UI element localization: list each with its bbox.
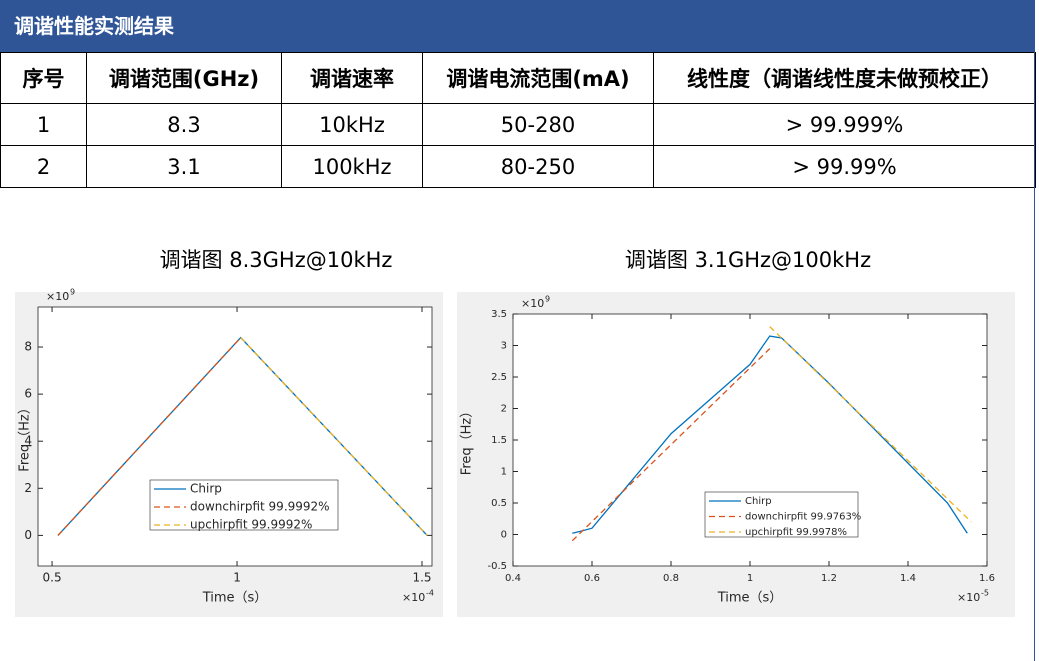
- series-line: [57, 337, 242, 536]
- y-tick-label: -0.5: [487, 561, 507, 572]
- x-tick-label: 1.5: [412, 571, 431, 585]
- td: > 99.99%: [653, 145, 1036, 188]
- exponent-power: 9: [70, 288, 75, 297]
- legend-label: upchirpfit 99.9978%: [745, 527, 847, 538]
- y-tick-label: 8: [24, 340, 32, 354]
- exponent-power: -5: [981, 589, 989, 598]
- legend-label: Chirp: [745, 496, 772, 507]
- y-tick-label: 6: [24, 387, 32, 401]
- chart-title: 调谐图 8.3GHz@10kHz: [160, 248, 393, 272]
- y-axis-label: Freq（Hz）: [460, 405, 475, 475]
- legend-label: downchirpfit 99.9763%: [745, 512, 861, 523]
- series-line: [571, 348, 771, 542]
- y-tick-label: 2: [501, 404, 507, 415]
- x-tick-label: 1: [747, 573, 753, 584]
- x-axis-label: Time（s）: [717, 591, 783, 606]
- y-tick-label: 0.5: [491, 498, 507, 509]
- th: 序号: [0, 52, 87, 104]
- table: 序号 调谐范围(GHz) 调谐速率 调谐电流范围(mA) 线性度（调谐线性度未做预校正）…: [0, 52, 1036, 188]
- y-axis-label: Freq（Hz）: [18, 401, 33, 471]
- td: > 99.999%: [653, 103, 1036, 146]
- x-tick-label: 1.2: [821, 573, 837, 584]
- x-tick-label: 1: [233, 571, 241, 585]
- y-tick-label: 1.5: [491, 435, 507, 446]
- x-tick-label: 1.6: [979, 573, 995, 584]
- series-line: [572, 335, 968, 534]
- x-tick-label: 0.6: [584, 573, 600, 584]
- y-tick-label: 2: [24, 481, 32, 495]
- y-tick-label: 4: [24, 434, 32, 448]
- x-tick-label: 0.5: [43, 571, 62, 585]
- y-tick-label: 2.5: [491, 372, 507, 383]
- y-tick-label: 0: [24, 528, 32, 542]
- x-tick-label: 1.4: [900, 573, 916, 584]
- chart-title: 调谐图 3.1GHz@100kHz: [625, 248, 871, 272]
- series-line: [769, 326, 972, 523]
- exponent-base: ×10: [521, 297, 544, 310]
- exponent-base: ×10: [46, 290, 69, 303]
- td: 100kHz: [281, 145, 423, 188]
- legend-box: [149, 479, 339, 531]
- legend-label: downchirpfit 99.9992%: [190, 500, 330, 514]
- exponent-base: ×10: [957, 591, 980, 604]
- exponent-power: -4: [426, 589, 434, 598]
- x-tick-label: 0.4: [505, 573, 521, 584]
- page-border: [1034, 0, 1035, 661]
- y-tick-label: 3: [501, 341, 507, 352]
- header-title: 调谐性能实测结果: [0, 0, 1034, 52]
- th: 线性度（调谐线性度未做预校正）: [653, 52, 1036, 104]
- td: 1: [0, 103, 87, 146]
- y-tick-label: 3.5: [491, 309, 507, 320]
- legend-box: [704, 491, 859, 538]
- td: 10kHz: [281, 103, 423, 146]
- td: 80-250: [422, 145, 654, 188]
- exponent-base: ×10: [402, 591, 425, 604]
- td: 2: [0, 145, 87, 188]
- legend-label: Chirp: [190, 482, 222, 496]
- y-tick-label: 1: [501, 467, 507, 478]
- series-line: [240, 337, 428, 536]
- exponent-power: 9: [545, 295, 550, 304]
- td: 3.1: [86, 145, 282, 188]
- x-tick-label: 0.8: [663, 573, 679, 584]
- legend-label: upchirpfit 99.9992%: [190, 518, 312, 532]
- x-axis-label: Time（s）: [202, 591, 268, 606]
- y-tick-label: 0: [501, 530, 507, 541]
- th: 调谐速率: [281, 52, 423, 104]
